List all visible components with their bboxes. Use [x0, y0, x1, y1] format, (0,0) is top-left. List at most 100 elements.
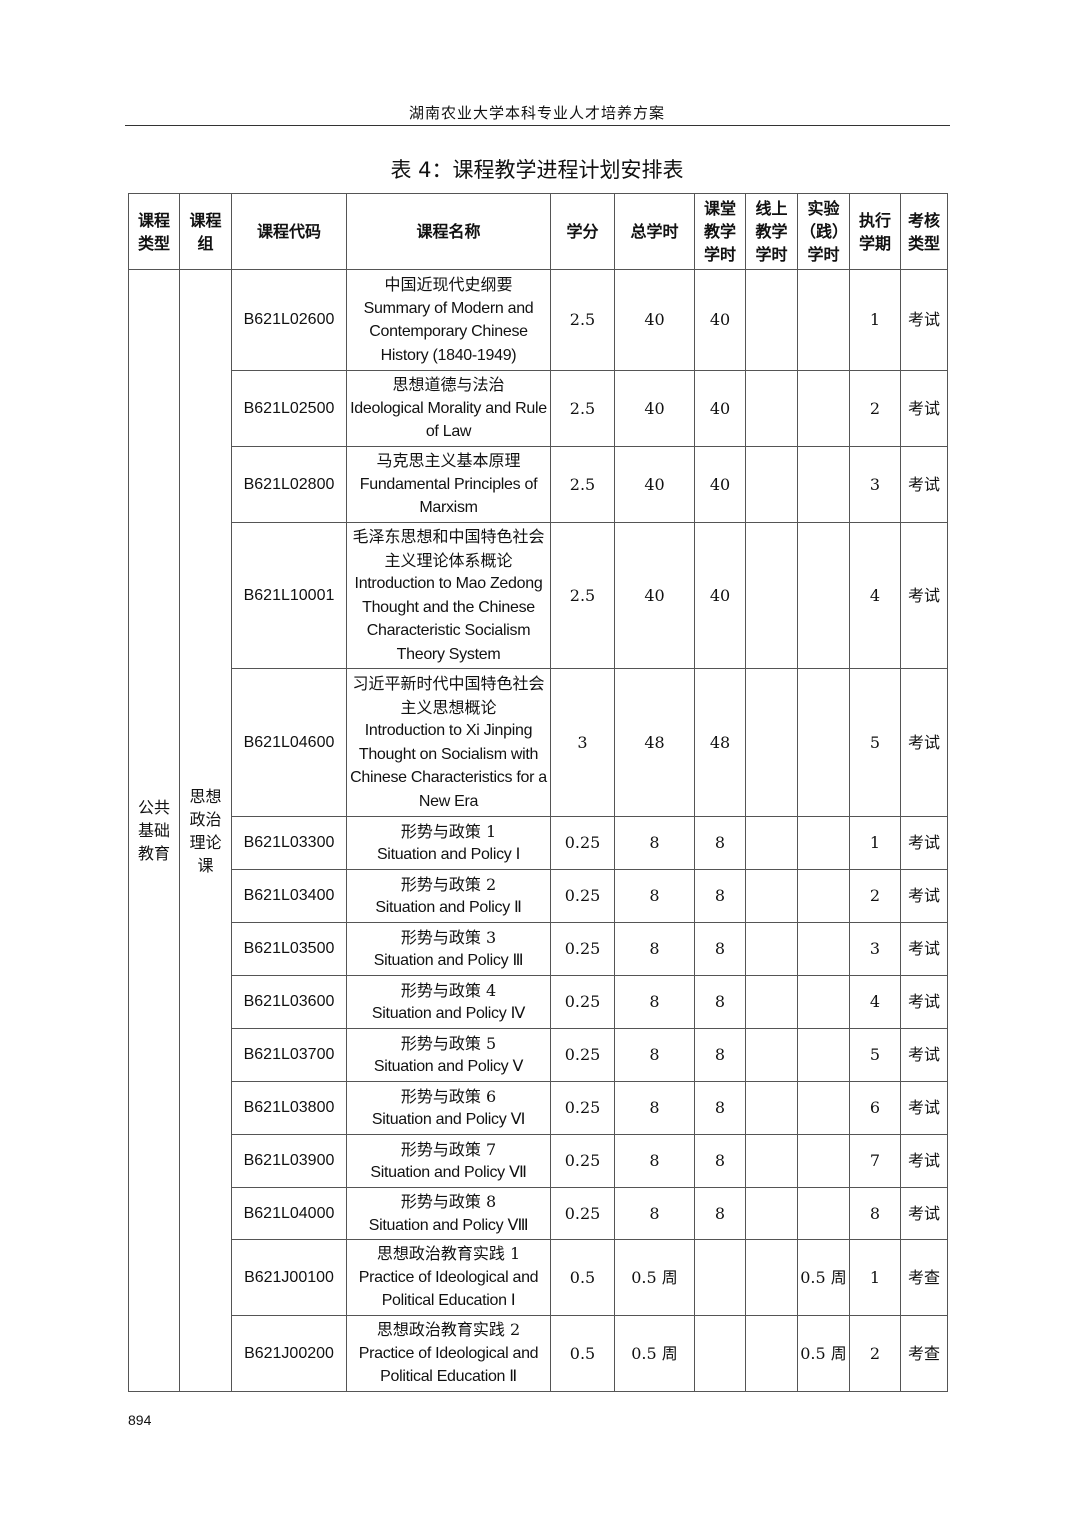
course-name-cn: 形势与政策 3	[400, 927, 497, 947]
course-name: 习近平新时代中国特色社会主义思想概论 Introduction to Xi Jin…	[346, 668, 551, 817]
lab-hours	[797, 816, 850, 870]
course-code: B621J00100	[231, 1239, 347, 1316]
classroom-hours: 8	[694, 1134, 746, 1188]
credits: 2.5	[550, 269, 615, 371]
header-text: 组	[197, 233, 214, 253]
credits: 0.25	[550, 816, 615, 870]
lab-hours	[797, 1028, 850, 1082]
course-code: B621L03500	[231, 922, 347, 976]
course-name-cn: 习近平新时代中国特色社会主义思想概论	[352, 674, 545, 717]
total-hours: 48	[614, 668, 695, 817]
course-name-en: Situation and Policy Ⅵ	[371, 1111, 526, 1128]
total-hours: 8	[614, 1187, 695, 1240]
course-name-cn: 思想政治教育实践 2	[376, 1320, 521, 1340]
course-name-en: Introduction to Mao Zedong Thought and t…	[354, 575, 543, 663]
course-name: 马克思主义基本原理 Fundamental Principles of Marxi…	[346, 446, 551, 523]
course-code: B621L03900	[231, 1134, 347, 1188]
table-row: 公共 基础 教育 思想 政治 理论课 B621L02600 中国近现代史纲要 Summary o…	[128, 269, 948, 1392]
course-name-en: Situation and Policy Ⅶ	[370, 1164, 527, 1181]
course-code: B621L03600	[231, 975, 347, 1029]
table-row: B621L03900 形势与政策 7 Situation and Policy Ⅶ 0…	[129, 1134, 948, 1188]
classroom-hours: 8	[694, 816, 746, 870]
course-name: 形势与政策 8 Situation and Policy Ⅷ	[346, 1187, 551, 1240]
credits: 0.25	[550, 1134, 615, 1188]
semester: 3	[849, 446, 901, 523]
header-text: 教学	[703, 222, 736, 241]
online-hours	[745, 668, 798, 817]
course-name-en: Situation and Policy Ⅴ	[373, 1058, 524, 1075]
course-code: B621L02600	[231, 269, 347, 371]
course-name: 形势与政策 6 Situation and Policy Ⅵ	[346, 1081, 551, 1135]
header-text: 线上	[755, 199, 788, 218]
header-text: 课程	[189, 210, 222, 230]
classroom-hours: 40	[694, 446, 746, 523]
course-group-cell: 思想 政治 理论课	[179, 269, 232, 1392]
table-title: 表 4：课程教学进程计划安排表	[390, 158, 684, 182]
course-name-cn: 中国近现代史纲要	[384, 275, 513, 294]
exam-type: 考试	[900, 370, 948, 447]
exam-type: 考试	[900, 1134, 948, 1188]
online-hours	[745, 922, 798, 976]
category-text: 理论	[189, 832, 222, 852]
exam-type: 考试	[900, 522, 948, 669]
course-name-en: Situation and Policy Ⅱ	[375, 899, 522, 916]
header-divider	[125, 125, 950, 126]
semester: 2	[849, 869, 901, 923]
course-name: 形势与政策 1 Situation and Policy Ⅰ	[346, 816, 551, 870]
semester: 1	[849, 816, 901, 870]
semester: 7	[849, 1134, 901, 1188]
course-name-cn: 马克思主义基本原理	[376, 451, 521, 471]
course-name-en: Situation and Policy Ⅲ	[373, 952, 524, 969]
header-lab-hours: 实验 （践） 学时	[797, 193, 850, 270]
lab-hours	[797, 975, 850, 1029]
credits: 0.25	[550, 975, 615, 1029]
classroom-hours: 8	[694, 1081, 746, 1135]
table-header-row: 课程 类型 课程组课程代码 课程名称 学分 总学时 课堂 教学 学时 线上 教学 学时 实验 （践） 学时执…	[128, 193, 948, 270]
classroom-hours: 8	[694, 1028, 746, 1082]
semester: 6	[849, 1081, 901, 1135]
course-name-en: Ideological Morality and Rule of Law	[350, 399, 547, 441]
online-hours	[745, 1028, 798, 1082]
classroom-hours	[694, 1315, 746, 1392]
header-online-hours: 线上 教学 学时	[745, 193, 798, 270]
lab-hours	[797, 370, 850, 447]
header-classroom-hours: 课堂 教学 学时	[694, 193, 746, 270]
table-row: B621L04600 习近平新时代中国特色社会主义思想概论 Introduction…	[129, 668, 948, 817]
classroom-hours: 8	[694, 1187, 746, 1240]
classroom-hours: 8	[694, 975, 746, 1029]
online-hours	[745, 522, 798, 669]
table-row: B621L03300 形势与政策 1 Situation and Policy Ⅰ 0…	[129, 816, 948, 870]
header-text: 学期	[858, 233, 891, 253]
online-hours	[745, 1134, 798, 1188]
credits: 0.25	[550, 869, 615, 923]
credits: 0.25	[550, 1187, 615, 1240]
course-name-en: Introduction to Xi Jinping Thought on So…	[350, 722, 547, 810]
course-name-cn: 形势与政策 7	[400, 1139, 497, 1159]
online-hours	[745, 975, 798, 1029]
lab-hours	[797, 1134, 850, 1188]
header-semester: 执行 学期	[849, 193, 901, 270]
semester: 2	[849, 370, 901, 447]
exam-type: 考试	[900, 1028, 948, 1082]
course-name-en: Situation and Policy Ⅳ	[371, 1005, 526, 1022]
page-number: 894	[128, 1412, 152, 1428]
semester: 4	[849, 522, 901, 669]
header-text: 学时	[703, 245, 736, 264]
header-text: 课程名称	[416, 222, 481, 241]
course-name: 形势与政策 4 Situation and Policy Ⅳ	[346, 975, 551, 1029]
header-text: 类型	[907, 233, 940, 253]
course-name: 形势与政策 5 Situation and Policy Ⅴ	[346, 1028, 551, 1082]
course-name: 中国近现代史纲要 Summary of Modern and Contempora…	[346, 269, 551, 371]
table-row: B621L03700 形势与政策 5 Situation and Policy Ⅴ 0…	[129, 1028, 948, 1082]
credits: 0.25	[550, 1081, 615, 1135]
lab-hours	[797, 269, 850, 371]
header-category-type: 课程 类型	[128, 193, 180, 270]
lab-hours	[797, 922, 850, 976]
semester: 1	[849, 269, 901, 371]
credits: 0.5	[550, 1239, 615, 1316]
classroom-hours: 48	[694, 668, 746, 817]
course-name: 思想政治教育实践 1 Practice of Ideological and Po…	[346, 1239, 551, 1316]
course-name-en: Situation and Policy Ⅰ	[376, 846, 521, 863]
course-name-en: Fundamental Principles of Marxism	[359, 475, 538, 517]
course-name-cn: 形势与政策 5	[400, 1033, 497, 1053]
